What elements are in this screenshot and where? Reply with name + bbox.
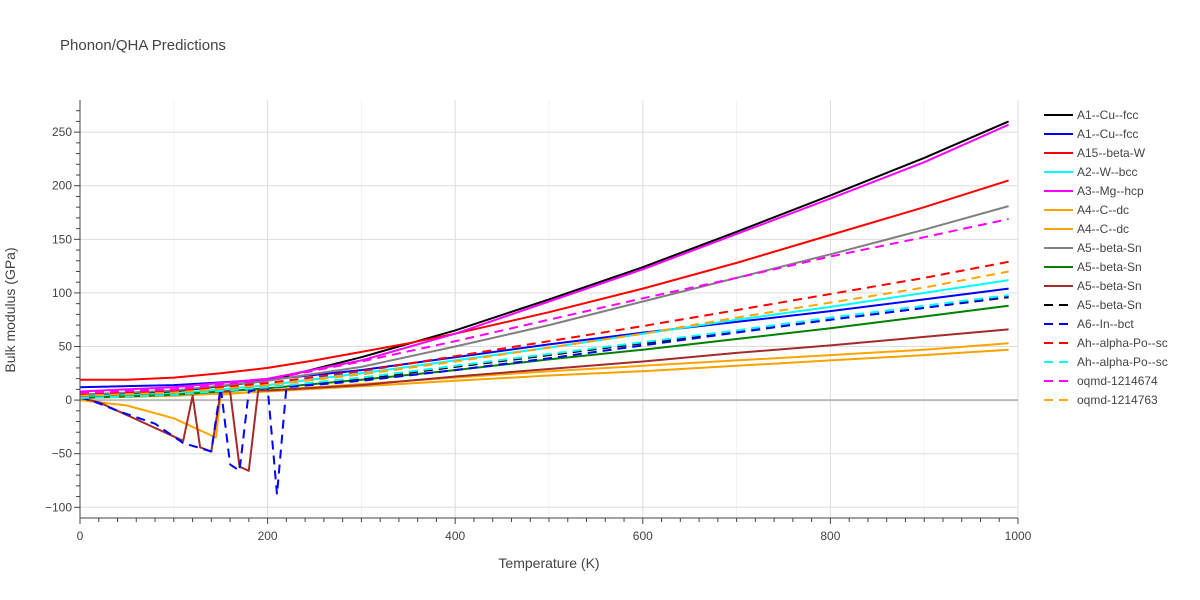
series-line-5 bbox=[79, 123, 1010, 393]
legend-label: A4--C--dc bbox=[1077, 222, 1129, 236]
series-group bbox=[79, 120, 1010, 496]
x-tick-label: 200 bbox=[258, 529, 278, 543]
y-tick-label: 200 bbox=[52, 179, 72, 193]
legend-item-3[interactable]: A15--beta-W bbox=[1044, 146, 1146, 160]
legend-item-13[interactable]: Ah--alpha-Po--sc bbox=[1044, 336, 1168, 350]
grid bbox=[79, 100, 1019, 518]
legend-label: A4--C--dc bbox=[1077, 203, 1129, 217]
y-tick-label: −100 bbox=[45, 500, 72, 514]
axes: 0 200 400 600 800 1000 −100 −50 0 50 100 150 200 250 bbox=[45, 100, 1032, 543]
chart-title: Phonon/QHA Predictions bbox=[60, 37, 226, 54]
y-tick-label: 250 bbox=[52, 125, 72, 139]
series-line-16 bbox=[79, 270, 1009, 397]
y-tick-label: −50 bbox=[52, 447, 73, 461]
legend-label: A6--In--bct bbox=[1077, 317, 1134, 331]
legend-item-1[interactable]: A1--Cu--fcc bbox=[1044, 108, 1138, 122]
legend-item-11[interactable]: A5--beta-Sn bbox=[1044, 298, 1142, 312]
legend-item-2[interactable]: A1--Cu--fcc bbox=[1044, 127, 1138, 141]
y-tick-label: 150 bbox=[52, 232, 72, 246]
legend-label: Ah--alpha-Po--sc bbox=[1077, 336, 1168, 350]
legend-item-16[interactable]: oqmd-1214763 bbox=[1044, 393, 1158, 407]
y-axis-title: Bulk modulus (GPa) bbox=[2, 247, 18, 372]
series-line-8 bbox=[79, 205, 1009, 396]
legend-label: A1--Cu--fcc bbox=[1077, 108, 1138, 122]
legend-label: A5--beta-Sn bbox=[1077, 279, 1142, 293]
y-tick-label: 100 bbox=[52, 286, 72, 300]
series-line-13 bbox=[79, 260, 1009, 396]
legend-item-10[interactable]: A5--beta-Sn bbox=[1044, 279, 1142, 293]
legend-label: oqmd-1214763 bbox=[1077, 393, 1158, 407]
series-line-15 bbox=[79, 218, 1009, 394]
series-line-7 bbox=[79, 348, 1009, 399]
legend-item-6[interactable]: A4--C--dc bbox=[1044, 203, 1129, 217]
x-tick-label: 1000 bbox=[1005, 529, 1032, 543]
legend-label: A5--beta-Sn bbox=[1077, 298, 1142, 312]
x-tick-label: 400 bbox=[445, 529, 465, 543]
legend[interactable]: A1--Cu--fcc A1--Cu--fcc A15--beta-W A2--W--… bbox=[1044, 108, 1168, 407]
x-tick-label: 800 bbox=[820, 529, 840, 543]
legend-label: oqmd-1214674 bbox=[1077, 374, 1158, 388]
legend-label: A3--Mg--hcp bbox=[1077, 184, 1144, 198]
legend-label: A5--beta-Sn bbox=[1077, 241, 1142, 255]
y-tick-label: 0 bbox=[65, 393, 72, 407]
x-tick-label: 0 bbox=[77, 529, 84, 543]
series-line-14 bbox=[79, 294, 1009, 399]
series-line-3 bbox=[80, 179, 1009, 381]
legend-label: A1--Cu--fcc bbox=[1077, 127, 1138, 141]
legend-item-8[interactable]: A5--beta-Sn bbox=[1044, 241, 1142, 255]
legend-item-15[interactable]: oqmd-1214674 bbox=[1044, 374, 1158, 388]
legend-item-9[interactable]: A5--beta-Sn bbox=[1044, 260, 1142, 274]
series-line-10 bbox=[79, 328, 1009, 472]
legend-label: Ah--alpha-Po--sc bbox=[1077, 355, 1168, 369]
legend-item-14[interactable]: Ah--alpha-Po--sc bbox=[1044, 355, 1168, 369]
legend-label: A2--W--bcc bbox=[1077, 165, 1137, 179]
x-axis-title: Temperature (K) bbox=[498, 555, 599, 571]
legend-item-12[interactable]: A6--In--bct bbox=[1044, 317, 1134, 331]
y-tick-label: 50 bbox=[59, 340, 73, 354]
legend-item-4[interactable]: A2--W--bcc bbox=[1044, 165, 1137, 179]
legend-item-7[interactable]: A4--C--dc bbox=[1044, 222, 1129, 236]
x-tick-label: 600 bbox=[633, 529, 653, 543]
legend-item-5[interactable]: A3--Mg--hcp bbox=[1044, 184, 1144, 198]
legend-label: A15--beta-W bbox=[1077, 146, 1146, 160]
series-line-4 bbox=[79, 279, 1009, 398]
legend-label: A5--beta-Sn bbox=[1077, 260, 1142, 274]
